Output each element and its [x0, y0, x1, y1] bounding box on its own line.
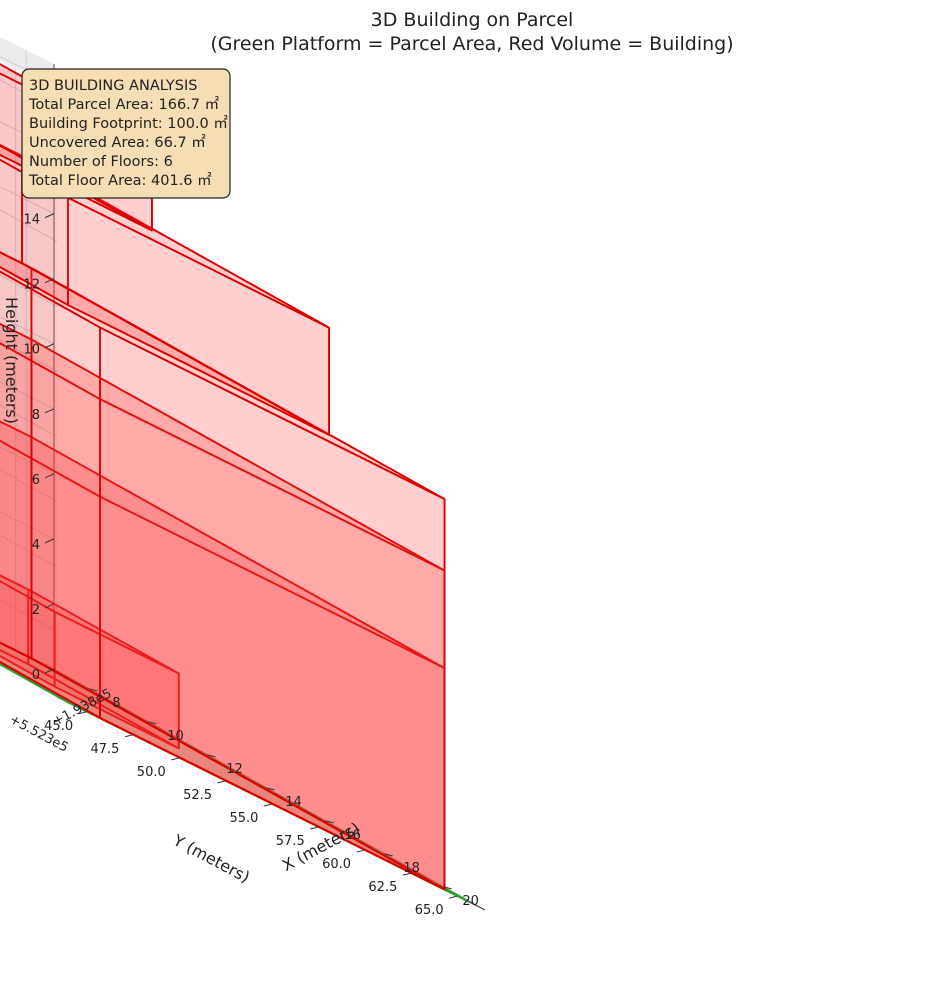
- z-tick-mark: [44, 278, 55, 284]
- info-line-uncovered: Uncovered Area: 66.7 ㎡: [29, 134, 206, 151]
- info-line-footprint: Building Footprint: 100.0 ㎡: [29, 115, 228, 132]
- x-tick-mark: [325, 820, 334, 824]
- z-tick-label: 6: [32, 473, 40, 488]
- z-tick-mark: [44, 603, 55, 609]
- x-tick-label: 16: [344, 828, 361, 843]
- z-tick-mark: [44, 668, 55, 674]
- z-tick-mark: [44, 213, 55, 219]
- x-tick-label: 12: [226, 762, 243, 777]
- building-volume: [0, 63, 446, 891]
- info-box-background: [21, 68, 231, 199]
- x-tick-label: 18: [403, 861, 420, 876]
- x-tick-mark: [443, 886, 452, 890]
- y-tick-label: 57.5: [276, 834, 305, 849]
- x-tick-label: 10: [167, 729, 184, 744]
- x-tick-mark: [89, 688, 98, 692]
- y-tick-mark: [78, 711, 87, 715]
- y-tick-mark: [171, 757, 180, 761]
- chart-title-line-1: 3D Building on Parcel: [371, 9, 574, 31]
- floor-face: [0, 574, 180, 675]
- chart-title: 3D Building on Parcel (Green Platform = …: [210, 9, 733, 55]
- z-tick-label: 14: [23, 213, 40, 228]
- y-tick-mark: [449, 895, 458, 899]
- info-line-floors: Number of Floors: 6: [29, 154, 173, 170]
- z-tick-mark: [44, 473, 55, 479]
- y-tick-label: 62.5: [368, 880, 397, 895]
- z-tick-label: 12: [23, 278, 40, 293]
- y-tick-label: 60.0: [322, 857, 351, 872]
- x-tick-label: 14: [285, 795, 302, 810]
- z-tick-mark: [44, 343, 55, 349]
- y-tick-label: 52.5: [183, 788, 212, 803]
- x-tick-mark: [384, 853, 393, 857]
- y-tick-mark: [310, 826, 319, 830]
- y-tick-label: 55.0: [229, 811, 258, 826]
- info-line-heading: 3D BUILDING ANALYSIS: [29, 78, 197, 94]
- info-line-floor-area: Total Floor Area: 401.6 ㎡: [28, 172, 212, 189]
- z-tick-label: 0: [32, 668, 40, 683]
- y-tick-mark: [263, 803, 273, 807]
- floor-box: [0, 322, 446, 891]
- x-tick-label: 8: [112, 696, 120, 711]
- y-tick-mark: [356, 849, 365, 853]
- z-tick-mark: [44, 538, 55, 544]
- y-tick-mark: [217, 780, 226, 784]
- chart-title-line-2: (Green Platform = Parcel Area, Red Volum…: [210, 33, 733, 55]
- y-tick-label: 45.0: [44, 719, 73, 734]
- y-axis-label: Y (meters): [169, 830, 253, 887]
- z-tick-label: 8: [32, 408, 40, 423]
- x-tick-label: 20: [462, 894, 479, 909]
- z-tick-label: 4: [32, 538, 40, 553]
- x-tick-mark: [207, 754, 216, 758]
- z-tick-label: 10: [23, 343, 40, 358]
- z-axis-label: Height (meters): [2, 297, 21, 424]
- info-line-parcel-area: Total Parcel Area: 166.7 ㎡: [28, 96, 220, 113]
- tick-labels: 810121416182045.047.550.052.555.057.560.…: [23, 83, 478, 919]
- info-box: 3D BUILDING ANALYSIS Total Parcel Area: …: [21, 68, 231, 199]
- x-tick-mark: [266, 787, 275, 791]
- y-tick-label: 65.0: [415, 903, 444, 918]
- y-tick-label: 50.0: [137, 765, 166, 780]
- y-tick-mark: [124, 734, 134, 738]
- z-tick-mark: [44, 408, 55, 414]
- back-right-pane: [0, 60, 57, 697]
- x-tick-mark: [148, 721, 157, 725]
- floor-box: [0, 574, 180, 750]
- y-tick-mark: [402, 872, 412, 876]
- y-tick-label: 47.5: [90, 742, 119, 757]
- z-tick-label: 2: [32, 603, 40, 618]
